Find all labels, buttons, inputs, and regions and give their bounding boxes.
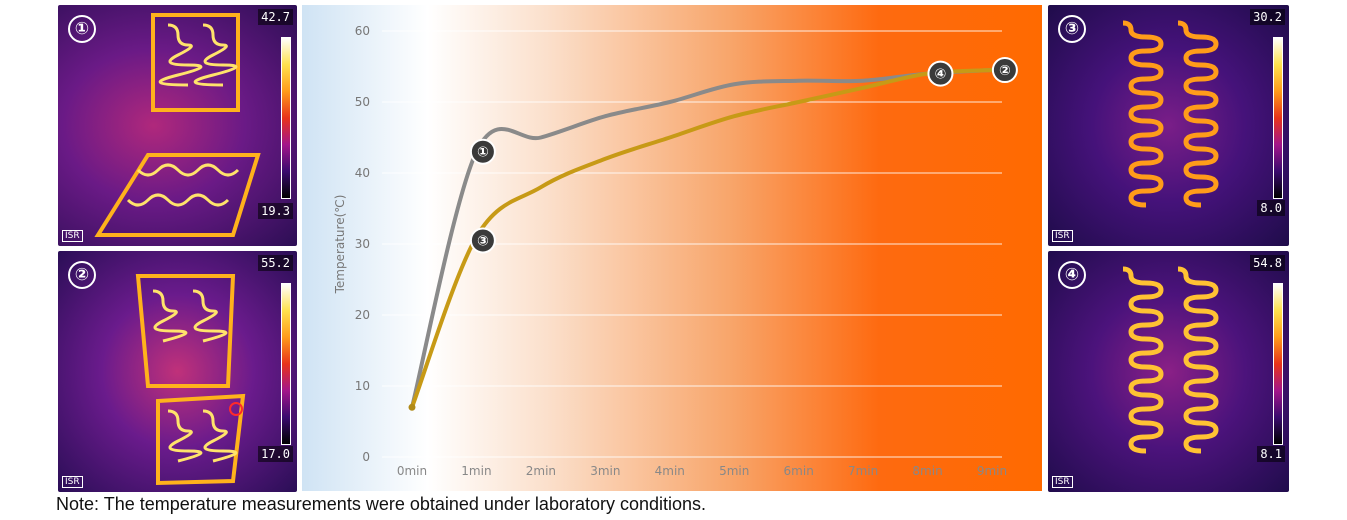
badge-3: ③ bbox=[1058, 15, 1086, 43]
temperature-chart: 0 10 20 30 40 50 60 0min 1min 2min 3min 4min 5min 6mi… bbox=[302, 5, 1042, 491]
y-tick-label: 50 bbox=[355, 95, 370, 109]
scale-min: 19.3 bbox=[258, 203, 293, 219]
start-point bbox=[408, 403, 416, 411]
heating-pad-graphic bbox=[94, 13, 261, 237]
annotation-label: ① bbox=[477, 145, 489, 161]
annotation-label: ④ bbox=[935, 67, 947, 83]
y-tick-label: 10 bbox=[355, 379, 370, 393]
series-line-2 bbox=[410, 68, 994, 410]
y-tick-label: 0 bbox=[362, 450, 370, 464]
isr-tag: ISR bbox=[1052, 230, 1073, 242]
x-tick-label: 5min bbox=[719, 464, 749, 478]
x-tick-label: 0min bbox=[397, 464, 427, 478]
annotation-label: ② bbox=[999, 63, 1011, 79]
badge-2: ② bbox=[68, 261, 96, 289]
thermal-image-4: ④ 54.8 8.1 ISR bbox=[1048, 251, 1289, 492]
x-tick-label: 4min bbox=[655, 464, 685, 478]
x-tick-label: 7min bbox=[848, 464, 878, 478]
y-tick-label: 40 bbox=[355, 166, 370, 180]
annotation-marker bbox=[991, 57, 1018, 84]
color-scale-bar bbox=[1273, 283, 1283, 445]
badge-1: ① bbox=[68, 15, 96, 43]
y-tick-label: 20 bbox=[355, 308, 370, 322]
thermal-background bbox=[1048, 251, 1289, 492]
chart-svg: 0 10 20 30 40 50 60 0min 1min 2min 3min 4min 5min 6mi… bbox=[333, 24, 1018, 478]
annotation-marker bbox=[469, 227, 496, 254]
color-scale-bar bbox=[281, 283, 291, 445]
scale-min: 8.0 bbox=[1257, 200, 1285, 216]
thermal-background bbox=[1048, 5, 1289, 246]
scale-max: 42.7 bbox=[258, 9, 293, 25]
y-tick-label: 30 bbox=[355, 237, 370, 251]
color-scale-bar bbox=[281, 37, 291, 199]
x-tick-label: 3min bbox=[590, 464, 620, 478]
scale-max: 55.2 bbox=[258, 255, 293, 271]
x-tick-label: 1min bbox=[461, 464, 491, 478]
isr-tag: ISR bbox=[1052, 476, 1073, 488]
thermal-image-2: ② 55.2 17.0 ISR bbox=[58, 251, 297, 492]
x-tick-label: 2min bbox=[526, 464, 556, 478]
isr-tag: ISR bbox=[62, 230, 83, 242]
badge-4: ④ bbox=[1058, 261, 1086, 289]
scale-min: 8.1 bbox=[1257, 446, 1285, 462]
annotation-marker bbox=[927, 60, 954, 87]
x-tick-label: 9min bbox=[977, 464, 1007, 478]
x-tick-label: 6min bbox=[784, 464, 814, 478]
y-tick-label: 60 bbox=[355, 24, 370, 38]
series-line-1 bbox=[410, 68, 994, 410]
thermal-image-1: ① 42.7 19.3 ISR bbox=[58, 5, 297, 246]
heating-pad-graphic bbox=[1122, 20, 1219, 208]
heating-pad-graphic bbox=[1122, 266, 1219, 454]
note-text: Note: The temperature measurements were … bbox=[56, 494, 707, 514]
x-tick-label: 8min bbox=[912, 464, 942, 478]
y-axis-label: Temperature(℃) bbox=[333, 195, 347, 295]
scale-max: 54.8 bbox=[1250, 255, 1285, 271]
thermal-image-3: ③ 30.2 8.0 ISR bbox=[1048, 5, 1289, 246]
scale-max: 30.2 bbox=[1250, 9, 1285, 25]
scale-min: 17.0 bbox=[258, 446, 293, 462]
annotation-label: ③ bbox=[477, 233, 489, 249]
isr-tag: ISR bbox=[62, 476, 83, 488]
color-scale-bar bbox=[1273, 37, 1283, 199]
heating-pad-graphic bbox=[135, 274, 246, 486]
annotation-marker bbox=[469, 138, 496, 165]
